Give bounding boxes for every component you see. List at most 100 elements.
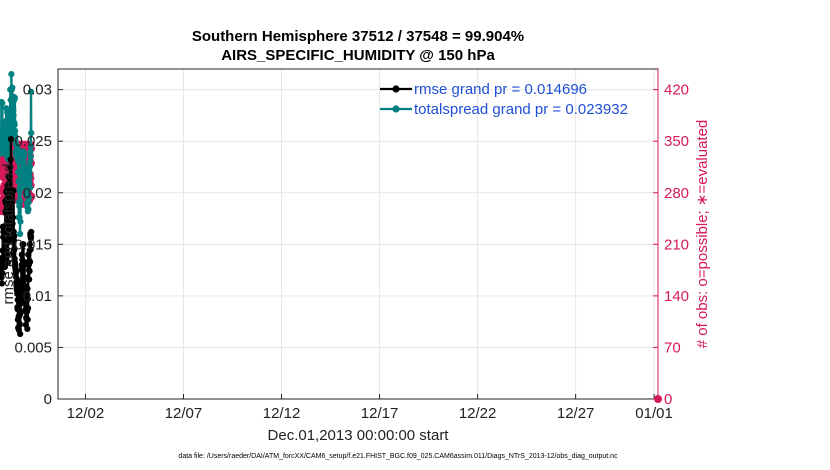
y2-tick-label: 350 xyxy=(664,133,689,150)
totalspread-point xyxy=(21,150,28,157)
totalspread-point xyxy=(9,84,16,91)
y2-tick-label: 420 xyxy=(664,82,689,99)
totalspread-point xyxy=(14,146,22,153)
totalspread-point xyxy=(11,127,19,134)
rmse-point xyxy=(16,311,24,318)
y2-tick-label: 280 xyxy=(664,185,689,202)
totalspread-point xyxy=(18,184,25,191)
y2-tick-label: 0 xyxy=(664,391,672,408)
y2-tick-label: 210 xyxy=(664,236,689,253)
y-tick-label: 0.02 xyxy=(23,185,52,202)
x-tick-label: 12/02 xyxy=(67,405,105,422)
x-axis-ticks: 12/02 12/07 12/12 12/17 12/22 12/27 01/01 xyxy=(67,394,673,422)
chart-title: Southern Hemisphere 37512 / 37548 = 99.9… xyxy=(192,28,524,45)
x-tick-label: 12/22 xyxy=(459,405,497,422)
y-axis-ticks: 0 0.005 0.01 0.015 0.02 0.025 0.03 xyxy=(14,82,63,408)
rmse-point xyxy=(7,136,15,143)
series-layer xyxy=(0,71,662,403)
rmse-point xyxy=(20,241,27,248)
rmse-point xyxy=(24,305,32,312)
rmse-point xyxy=(27,246,34,253)
totalspread-point xyxy=(17,218,24,225)
rmse-point xyxy=(24,316,31,323)
rmse-point xyxy=(26,276,33,283)
y2-tick-label: 70 xyxy=(664,339,681,356)
totalspread-point xyxy=(27,143,34,150)
x-tick-label: 12/27 xyxy=(557,405,595,422)
rmse-point xyxy=(7,156,14,163)
totalspread-point xyxy=(11,121,18,128)
totalspread-point xyxy=(10,112,17,119)
totalspread-point xyxy=(22,169,29,176)
rmse-point xyxy=(28,228,35,236)
legend-spread-label: totalspread grand pr = 0.023932 xyxy=(414,101,628,118)
totalspread-point xyxy=(0,99,6,107)
rmse-point xyxy=(24,285,31,292)
rmse-series xyxy=(0,136,35,338)
rmse-point xyxy=(10,187,17,194)
y-axis-label: rmse and totalspread xyxy=(0,164,17,305)
x-tick-label: 12/07 xyxy=(165,405,203,422)
y-tick-label: 0.01 xyxy=(23,288,52,305)
rmse-point xyxy=(26,258,34,265)
rmse-point xyxy=(2,228,9,236)
totalspread-point xyxy=(17,197,24,205)
y2-axis-ticks: 0 70 140 210 280 350 420 xyxy=(653,69,689,408)
totalspread-point xyxy=(27,88,35,95)
legend-rmse-label: rmse grand pr = 0.014696 xyxy=(414,81,587,98)
rmse-point xyxy=(5,239,12,246)
totalspread-series xyxy=(0,71,35,238)
rmse-point xyxy=(17,330,24,338)
totalspread-point xyxy=(26,158,34,165)
totalspread-point xyxy=(8,71,15,78)
totalspread-point xyxy=(11,94,18,101)
rmse-point xyxy=(6,174,13,181)
rmse-point xyxy=(6,179,13,186)
totalspread-point xyxy=(16,203,23,210)
totalspread-point xyxy=(26,163,34,171)
y2-axis-label: # of obs: o=possible; ∗=evaluated xyxy=(694,120,711,349)
rmse-point xyxy=(24,295,31,303)
y-tick-label: 0.025 xyxy=(14,133,52,150)
rmse-point xyxy=(9,214,17,221)
totalspread-point xyxy=(27,148,34,155)
rmse-point xyxy=(26,268,33,275)
x-tick-label: 12/17 xyxy=(361,405,399,422)
legend: rmse grand pr = 0.014696 totalspread gra… xyxy=(380,81,628,118)
rmse-point xyxy=(2,199,9,207)
rmse-point xyxy=(16,321,23,328)
totalspread-point xyxy=(25,194,33,202)
x-tick-label: 01/01 xyxy=(635,405,673,422)
rmse-point xyxy=(4,259,11,266)
rmse-point xyxy=(8,192,16,199)
totalspread-point xyxy=(26,174,33,181)
rmse-point xyxy=(24,325,31,332)
rmse-point xyxy=(7,163,14,171)
rmse-point xyxy=(18,251,25,258)
rmse-point xyxy=(1,233,9,241)
totalspread-point xyxy=(10,107,17,114)
x-tick-label: 12/12 xyxy=(263,405,301,422)
rmse-point xyxy=(3,251,11,258)
rmse-point xyxy=(8,199,15,207)
obs-evaluated-point xyxy=(0,196,5,205)
rmse-point xyxy=(3,246,10,253)
y2-tick-label: 140 xyxy=(664,288,689,305)
data-file-footnote: data file: /Users/raeder/DAI/ATM_forcXX/… xyxy=(178,453,618,460)
rmse-point xyxy=(0,270,6,277)
rmse-point xyxy=(0,280,6,287)
rmse-point xyxy=(11,245,18,252)
totalspread-point xyxy=(27,153,34,160)
totalspread-point xyxy=(9,101,16,109)
totalspread-point xyxy=(25,206,32,213)
rmse-point xyxy=(13,274,20,281)
totalspread-point xyxy=(21,163,29,171)
chart-subtitle: AIRS_SPECIFIC_HUMIDITY @ 150 hPa xyxy=(221,47,495,64)
legend-spread-marker xyxy=(392,105,400,113)
totalspread-point xyxy=(16,230,24,238)
y-tick-label: 0 xyxy=(44,391,52,408)
totalspread-point xyxy=(26,169,33,176)
totalspread-point xyxy=(27,184,34,191)
